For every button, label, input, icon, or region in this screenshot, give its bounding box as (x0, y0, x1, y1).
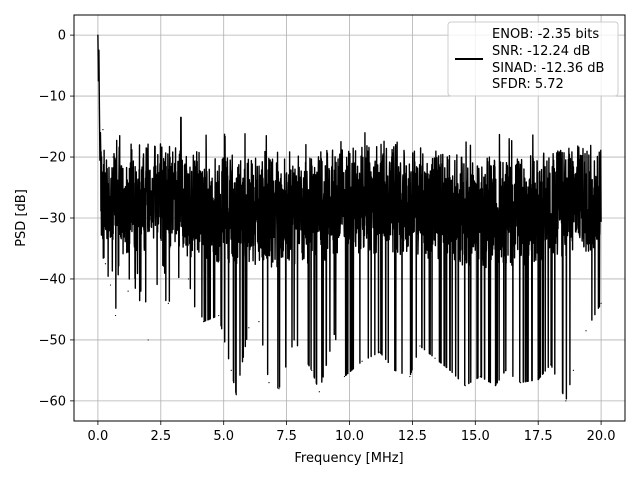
psd-data-point (361, 360, 363, 362)
x-tick-label: 10.0 (335, 429, 364, 444)
psd-data-point (318, 391, 320, 393)
x-axis: 0.0 2.5 5.0 7.5 10.0 12.5 15.0 17.5 20.0 (88, 421, 616, 444)
legend-line-3: SINAD: -12.36 dB (492, 61, 604, 76)
psd-data-point (127, 290, 129, 292)
psd-data-point (98, 49, 100, 51)
psd-data-point (97, 34, 99, 36)
psd-data-point (99, 132, 102, 134)
psd-data-point (464, 385, 466, 387)
psd-data-point (311, 369, 313, 372)
psd-data-point (268, 381, 270, 384)
y-tick-label: −40 (39, 272, 66, 287)
psd-data-point (180, 116, 182, 119)
y-axis: 0 −10 −20 −30 −40 −50 −60 (39, 29, 74, 409)
psd-data-point (187, 278, 190, 280)
legend-line-4: SFDR: 5.72 (492, 77, 564, 92)
psd-data-point (565, 400, 567, 402)
psd-data-point (114, 314, 117, 317)
psd-data-point (157, 217, 159, 219)
x-tick-label: 0.0 (88, 429, 109, 444)
psd-data-point (248, 327, 250, 329)
y-tick-label: −10 (39, 90, 66, 105)
psd-data-point (419, 345, 421, 347)
psd-data-point (537, 378, 539, 381)
psd-data-point (293, 339, 295, 341)
psd-data-point (449, 369, 451, 372)
y-tick-label: −30 (39, 212, 66, 227)
psd-data-point (479, 375, 481, 378)
y-tick-label: −20 (39, 151, 66, 166)
psd-data-point (278, 388, 280, 390)
x-tick-label: 15.0 (461, 429, 490, 444)
x-tick-label: 17.5 (524, 429, 553, 444)
psd-data-point (343, 375, 346, 378)
legend: ENOB: -2.35 bits SNR: -12.24 dB SINAD: -… (447, 21, 619, 97)
psd-data-point (379, 351, 381, 353)
y-tick-label: −60 (39, 394, 66, 409)
x-tick-label: 20.0 (587, 429, 616, 444)
x-tick-label: 7.5 (276, 429, 297, 444)
psd-data-point (218, 314, 220, 317)
psd-data-point (137, 186, 139, 189)
psd-data-point (585, 330, 587, 332)
psd-data-point (104, 263, 107, 265)
plot-area (97, 34, 602, 402)
psd-data-point (101, 208, 103, 210)
psd-data-point (333, 333, 336, 335)
psd-data-point (167, 302, 169, 304)
psd-data-point (97, 80, 100, 82)
psd-data-point (550, 363, 552, 365)
legend-box (447, 21, 619, 97)
psd-data-point (98, 107, 101, 109)
y-tick-label: −50 (39, 333, 66, 348)
y-tick-label: 0 (58, 29, 66, 44)
psd-data-point (235, 394, 237, 396)
psd-data-point (572, 369, 575, 372)
psd-data-point (102, 129, 104, 131)
psd-data-point (504, 369, 507, 372)
y-axis-label: PSD [dB] (14, 189, 29, 247)
psd-data-point (109, 284, 112, 286)
psd-data-point (519, 381, 522, 384)
psd-series-line (97, 35, 602, 400)
psd-data-point (409, 375, 411, 378)
psd-data-point (258, 321, 260, 323)
x-tick-label: 2.5 (150, 429, 171, 444)
x-tick-label: 12.5 (398, 429, 427, 444)
psd-data-point (99, 159, 101, 161)
legend-line-1: ENOB: -2.35 bits (492, 27, 599, 42)
psd-data-point (119, 205, 122, 207)
psd-data-point (147, 339, 149, 341)
psd-data-point (107, 183, 109, 186)
psd-data-point (394, 369, 396, 372)
psd-data-point (230, 369, 232, 372)
x-tick-label: 5.0 (213, 429, 234, 444)
psd-data-point (494, 385, 497, 387)
psd-data-point (434, 357, 436, 359)
psd-data-point (600, 302, 602, 304)
legend-line-2: SNR: -12.24 dB (492, 44, 590, 59)
psd-data-point (112, 156, 114, 158)
x-axis-label: Frequency [MHz] (294, 451, 403, 466)
psd-data-point (202, 321, 205, 323)
